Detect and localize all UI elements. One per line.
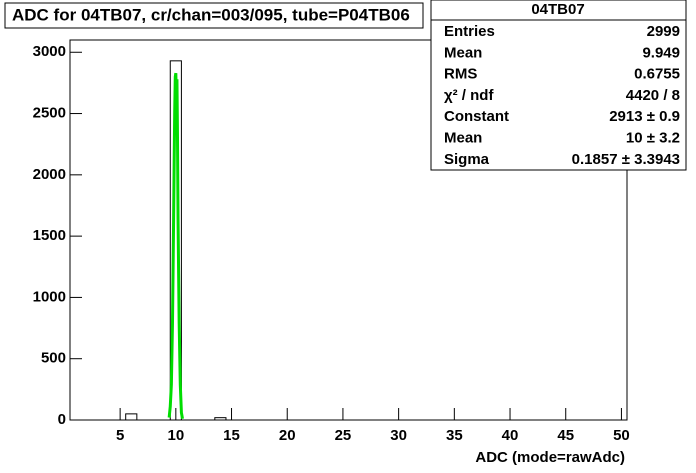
stats-title: 04TB07 xyxy=(531,1,584,18)
y-tick-label: 3000 xyxy=(33,43,66,60)
x-axis-label: ADC (mode=rawAdc) xyxy=(475,449,625,466)
x-tick-label: 45 xyxy=(557,427,574,444)
y-tick-label: 0 xyxy=(58,411,66,428)
stats-value: 2913 ± 0.9 xyxy=(609,108,680,125)
y-tick-label: 2500 xyxy=(33,105,66,122)
x-tick-label: 5 xyxy=(116,427,124,444)
stats-label: Mean xyxy=(444,129,482,146)
y-tick-label: 500 xyxy=(41,350,66,367)
stats-label: Entries xyxy=(444,23,495,40)
x-tick-label: 25 xyxy=(335,427,352,444)
stats-label: RMS xyxy=(444,66,477,83)
x-tick-label: 40 xyxy=(502,427,519,444)
stats-value: 0.1857 ± 3.3943 xyxy=(572,151,680,168)
x-tick-label: 30 xyxy=(390,427,407,444)
stats-value: 4420 / 8 xyxy=(626,87,680,104)
y-tick-label: 1000 xyxy=(33,288,66,305)
stats-value: 0.6755 xyxy=(634,66,680,83)
stats-label: Sigma xyxy=(444,151,490,168)
chart-title: ADC for 04TB07, cr/chan=003/095, tube=P0… xyxy=(12,5,410,24)
bar xyxy=(169,60,182,421)
x-tick-label: 20 xyxy=(279,427,296,444)
stats-box xyxy=(430,0,687,171)
stats-label: Mean xyxy=(444,44,482,61)
x-tick-label: 15 xyxy=(223,427,240,444)
x-tick-label: 35 xyxy=(446,427,463,444)
stats-label: Constant xyxy=(444,108,509,125)
fit-curve xyxy=(167,72,184,420)
bar xyxy=(214,417,227,421)
stats-label: χ² / ndf xyxy=(444,87,494,104)
title-box xyxy=(4,2,424,29)
x-tick-label: 10 xyxy=(167,427,184,444)
frame xyxy=(69,39,628,421)
stats-value: 9.949 xyxy=(642,44,680,61)
stats-value: 10 ± 3.2 xyxy=(626,129,680,146)
y-tick-label: 2000 xyxy=(33,166,66,183)
y-tick-label: 1500 xyxy=(33,227,66,244)
x-tick-label: 50 xyxy=(613,427,630,444)
bar xyxy=(125,413,138,421)
stats-value: 2999 xyxy=(647,23,680,40)
